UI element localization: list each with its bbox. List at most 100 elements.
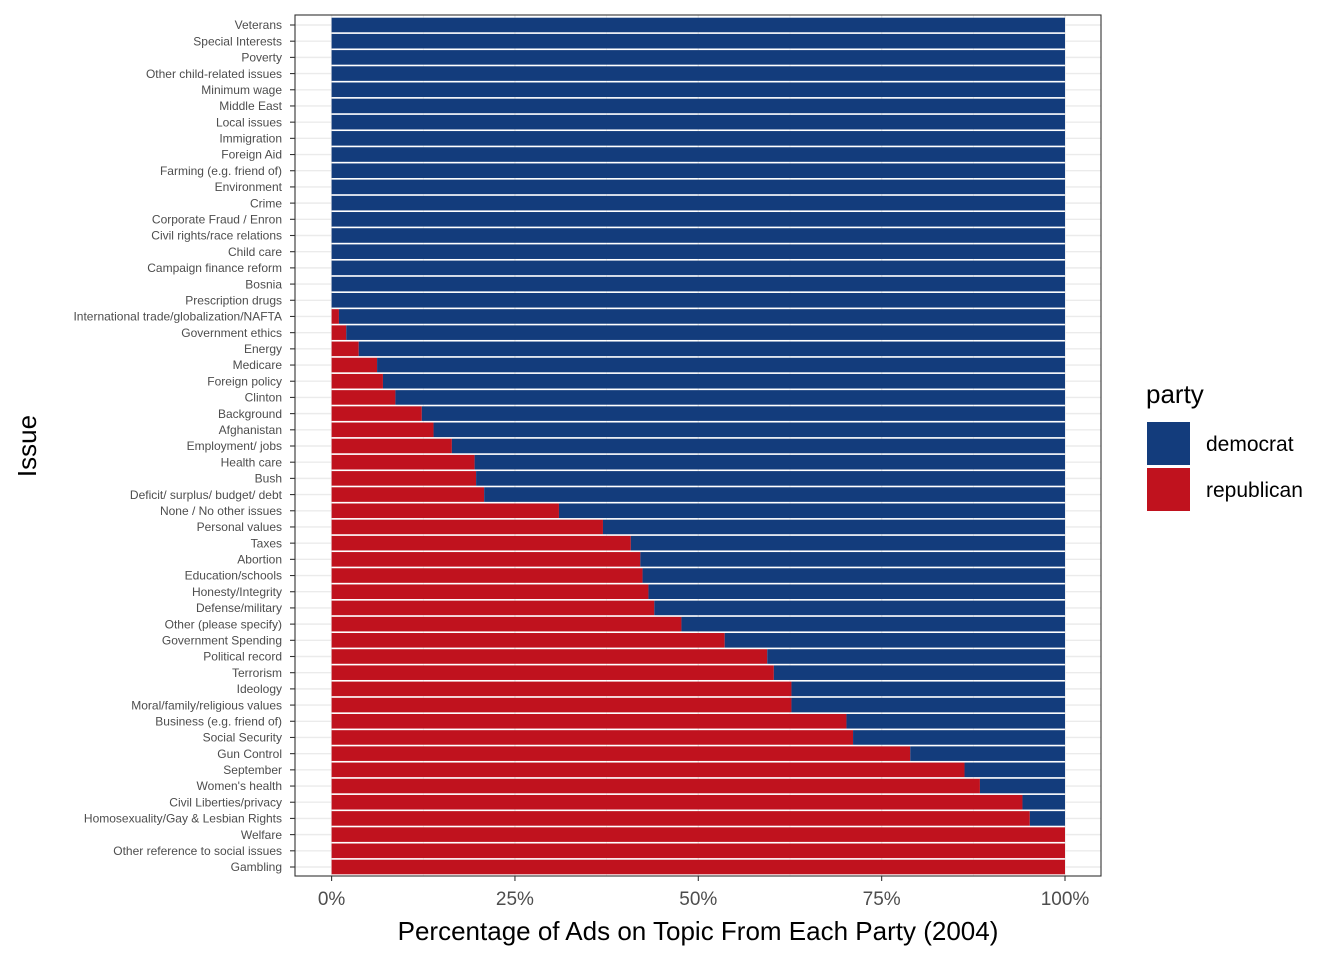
bar-democrat [642,568,1065,583]
bar-democrat [421,406,1065,421]
bar-democrat [331,163,1066,179]
bar-democrat [791,697,1065,713]
bar-democrat [331,33,1066,49]
y-tick-label: Honesty/Integrity [192,585,282,599]
bar-democrat [654,600,1065,616]
bar-republican [331,390,396,405]
bar-republican [331,406,422,421]
bar-republican [331,422,434,438]
bar-democrat [331,195,1066,211]
x-tick-label: 75% [863,889,901,910]
y-tick-label: None / No other issues [160,504,282,518]
x-tick-label: 0% [318,889,346,910]
bar-republican [331,616,682,632]
y-tick-label: Bosnia [245,277,282,291]
bar-democrat [451,438,1066,454]
bar-democrat [382,373,1065,389]
x-axis: 0% 25% 50% 75% 100% [318,876,1090,910]
y-tick-label: Ideology [237,682,282,696]
bar-democrat [853,730,1065,745]
bar-democrat [331,244,1066,259]
y-tick-label: Social Security [203,731,282,745]
y-tick-label: Terrorism [232,666,282,680]
y-tick-label: Deficit/ surplus/ budget/ debt [130,488,283,502]
y-tick-label: Veterans [235,18,282,32]
y-tick-label: Moral/family/religious values [131,698,282,712]
y-tick-label: Foreign Aid [221,148,282,162]
y-tick-label: Civil Liberties/privacy [169,795,282,809]
bar-republican [331,843,1066,859]
y-tick-label: Women's health [197,779,282,793]
bar-democrat [602,519,1065,535]
bar-democrat [1029,811,1065,826]
y-tick-label: Other child-related issues [146,67,282,81]
y-tick-label: Other (please specify) [165,617,282,631]
y-axis-title: Issue [12,415,42,477]
bar-republican [331,584,649,600]
bar-democrat [331,82,1066,98]
bar-republican [331,649,768,664]
bar-republican [331,681,792,697]
bar-democrat [331,260,1066,276]
bar-democrat [331,228,1066,243]
y-tick-label: Crime [250,196,282,210]
bar-democrat [433,422,1065,438]
bar-democrat [767,649,1065,664]
bar-republican [331,665,774,680]
bar-democrat [1022,794,1065,810]
bar-republican [331,568,643,583]
y-tick-label: Personal values [197,520,282,534]
y-tick-label: Background [218,407,282,421]
y-tick-label: Gambling [231,860,282,874]
y-tick-label: Welfare [241,828,282,842]
bar-republican [331,357,378,373]
legend-title: party [1146,379,1204,409]
y-axis: Veterans Special Interests Poverty Other ch… [73,18,295,874]
bar-republican [331,600,655,616]
y-tick-label: Afghanistan [219,423,282,437]
y-tick-label: Prescription drugs [185,293,282,307]
bar-republican [331,519,603,535]
bar-democrat [791,681,1065,697]
bar-republican [331,438,452,454]
x-tick-label: 100% [1041,889,1090,910]
y-tick-label: Government Spending [162,634,282,648]
bar-democrat [681,616,1065,632]
y-tick-label: Employment/ jobs [187,439,282,453]
y-tick-label: Special Interests [193,34,282,48]
legend-swatch-republican [1147,468,1190,511]
bar-republican [331,552,641,567]
bar-republican [331,811,1030,826]
y-tick-label: Corporate Fraud / Enron [152,213,282,227]
bar-republican [331,341,359,357]
y-tick-label: Defense/military [196,601,282,615]
bar-democrat [331,276,1066,292]
y-tick-label: Middle East [219,99,282,113]
bar-democrat [395,390,1066,405]
bar-republican [331,762,965,778]
bar-republican [331,827,1066,842]
bar-democrat [331,147,1066,162]
bar-democrat [910,746,1065,761]
bar-democrat [724,633,1065,648]
bar-republican [331,325,347,340]
bar-democrat [648,584,1065,600]
bar-democrat [474,454,1065,470]
bar-democrat [331,212,1066,227]
bar-republican [331,794,1023,810]
y-tick-label: Health care [221,455,283,469]
bar-democrat [331,292,1066,308]
y-tick-label: Other reference to social issues [113,844,282,858]
y-tick-label: Civil rights/race relations [151,229,282,243]
bar-republican [331,730,854,745]
legend-swatch-democrat [1147,422,1190,465]
y-tick-label: Bush [255,472,282,486]
bar-democrat [484,487,1065,502]
bar-democrat [331,50,1066,65]
bar-democrat [476,471,1065,486]
bars [331,17,1066,875]
bar-republican [331,697,792,713]
y-tick-label: September [223,763,282,777]
